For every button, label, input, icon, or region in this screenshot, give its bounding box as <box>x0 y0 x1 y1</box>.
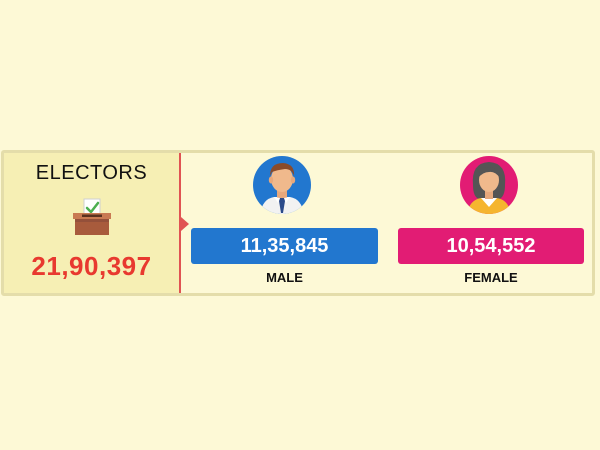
panel-pointer <box>181 217 189 231</box>
male-count-badge: 11,35,845 <box>191 228 378 264</box>
female-count-badge: 10,54,552 <box>398 228 584 264</box>
male-avatar-icon <box>253 156 311 214</box>
electors-total: 21,90,397 <box>31 251 152 281</box>
electors-card: ELECTORS 21,90,397 <box>1 150 595 296</box>
electors-title: ELECTORS <box>35 162 148 184</box>
female-label: FEMALE <box>464 270 518 285</box>
male-label: MALE <box>266 270 303 285</box>
female-avatar-icon <box>460 156 518 214</box>
electors-summary-panel: ELECTORS 21,90,397 <box>4 153 181 293</box>
ballot-box-icon <box>73 198 111 235</box>
